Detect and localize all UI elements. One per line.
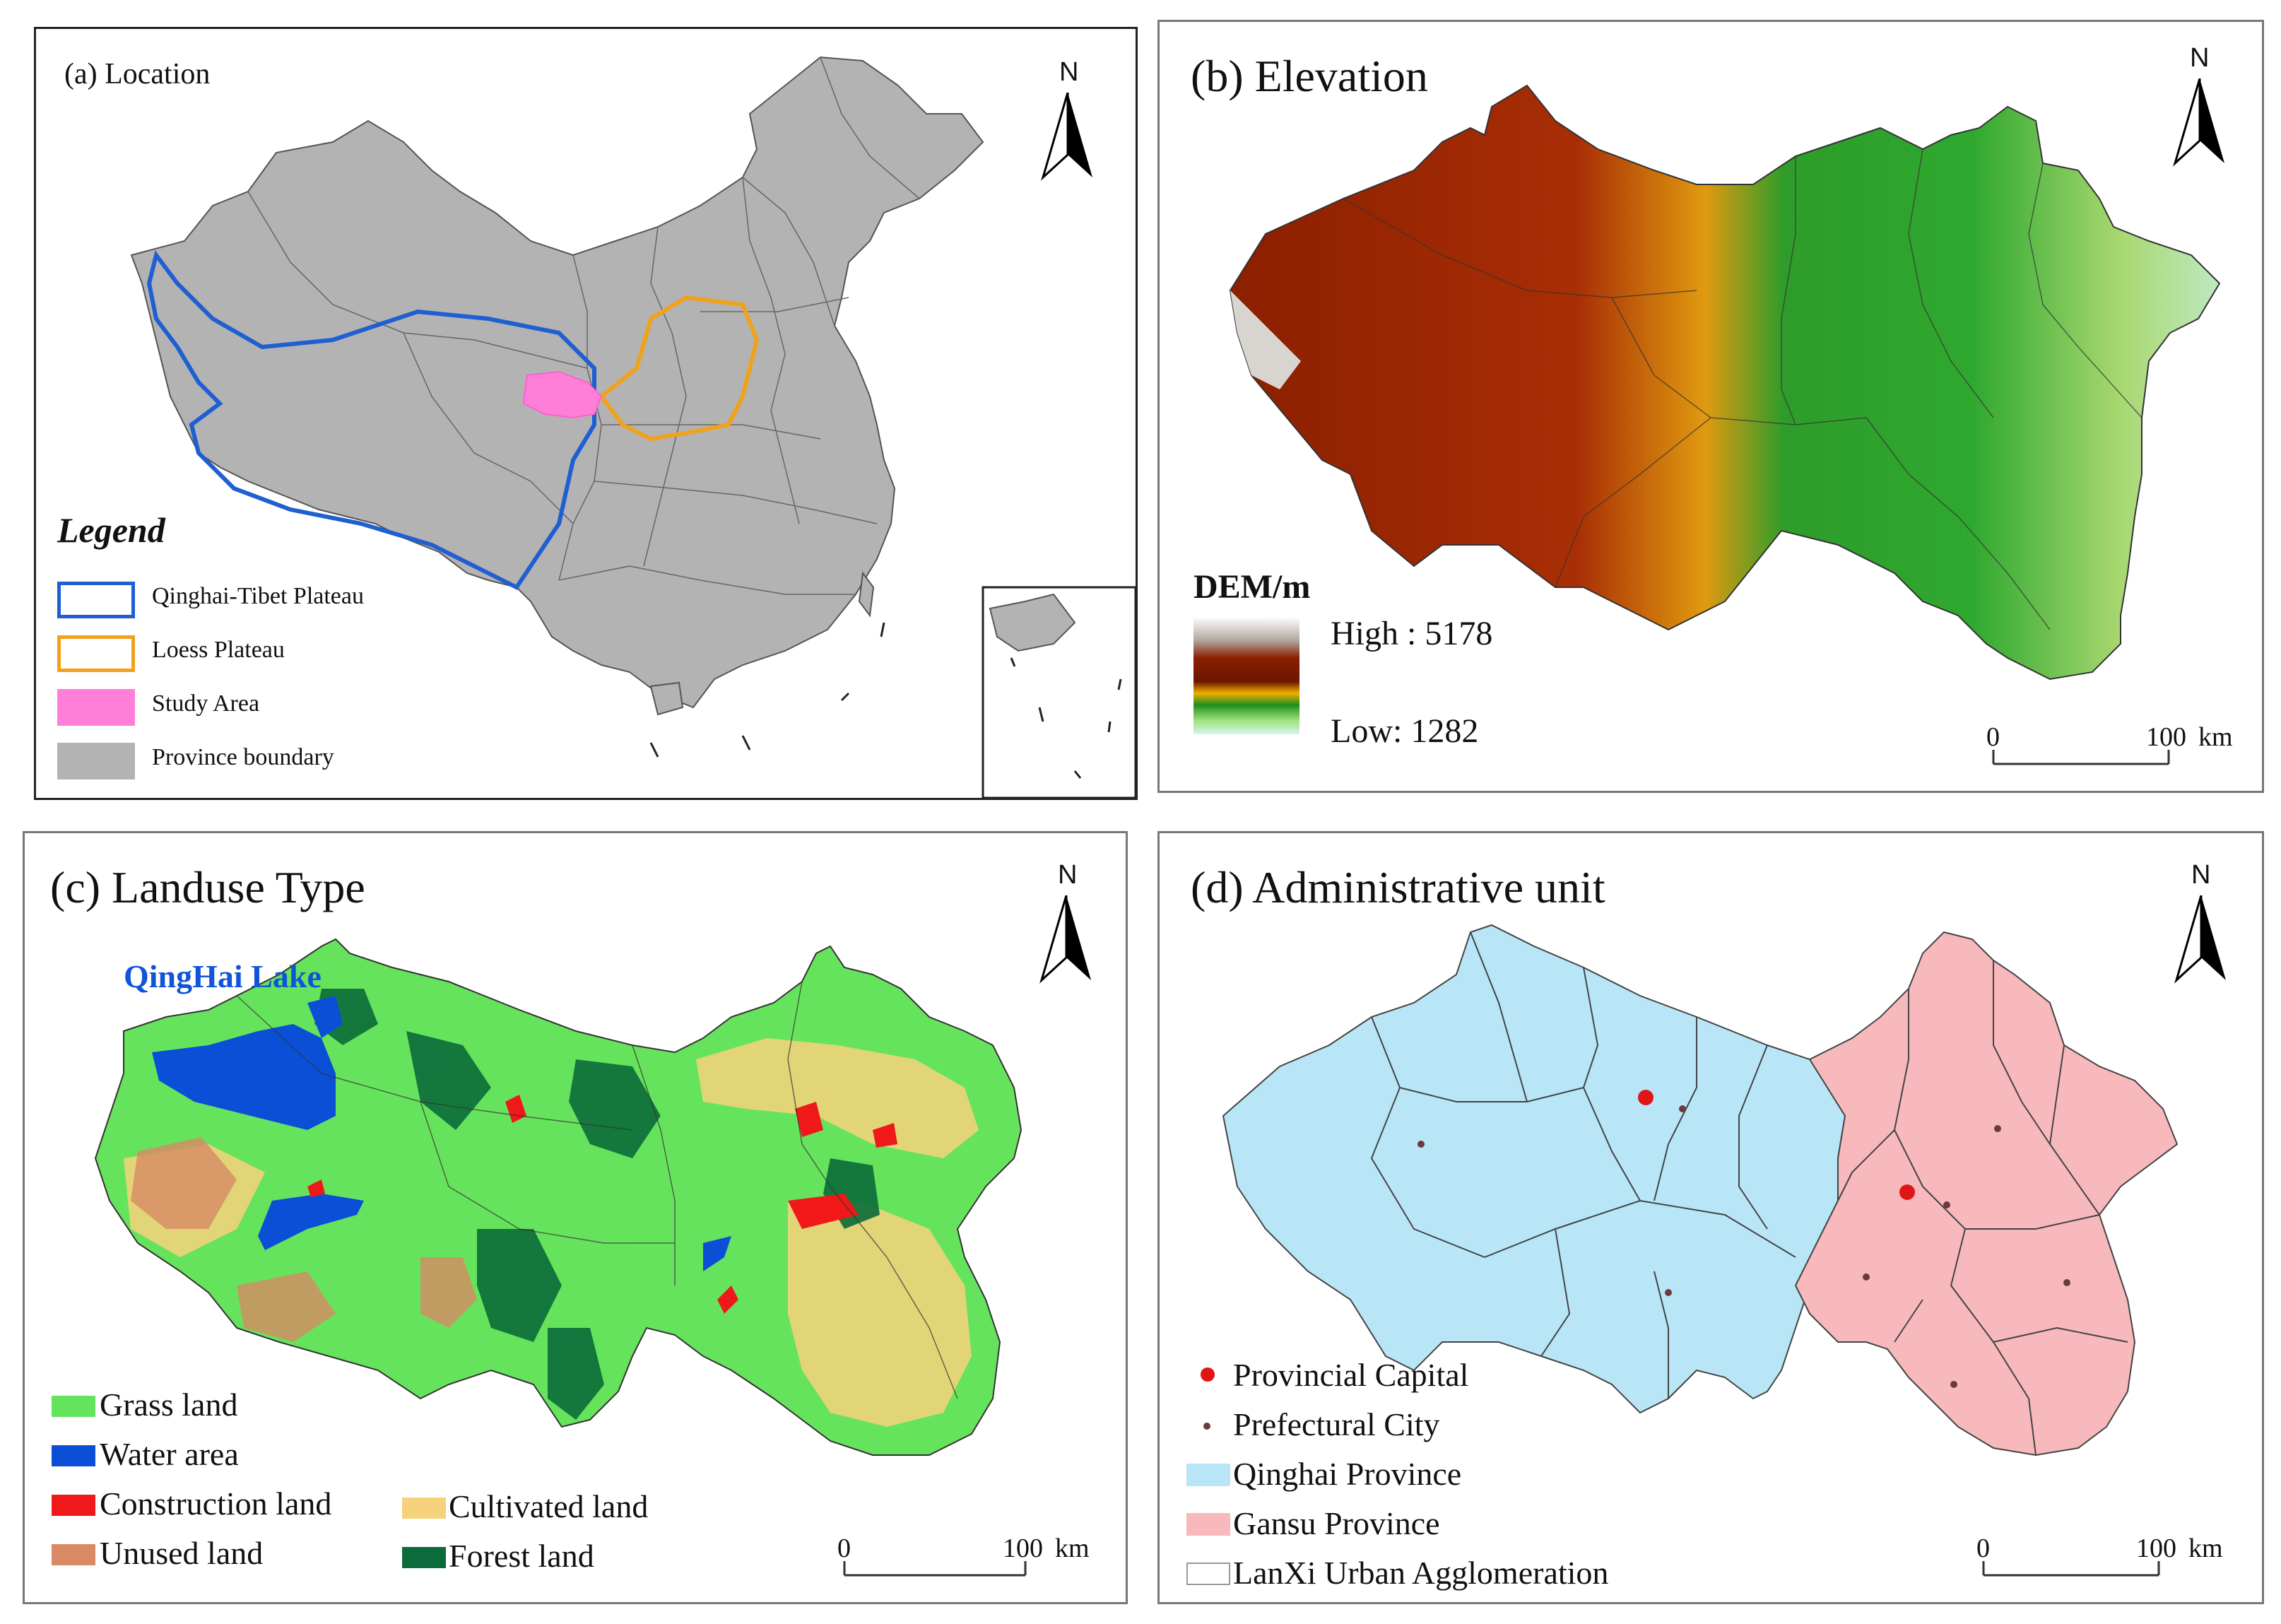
legend-swatch-capital <box>1201 1367 1215 1382</box>
elevation-map <box>1193 84 2221 765</box>
legend-swatch-study <box>57 689 135 726</box>
legend-label-study: Study Area <box>152 690 260 717</box>
county-boundaries <box>1343 148 2143 630</box>
panel-d-title: (d) Administrative unit <box>1191 862 1605 912</box>
legend-label-cultivated: Cultivated land <box>449 1488 649 1524</box>
panel-b-title: (b) Elevation <box>1191 51 1428 101</box>
north-arrow-icon <box>1041 93 1092 181</box>
legend-label-lanxi: LanXi Urban Agglomeration <box>1233 1555 1609 1591</box>
legend-label-qinghai: Qinghai Province <box>1233 1456 1462 1492</box>
legend-title: Legend <box>57 510 165 550</box>
prefectural-city <box>2063 1279 2070 1286</box>
north-label: N <box>1058 860 1078 890</box>
panel-landuse: (c) Landuse Type QingHai Lake N Grass la… <box>23 831 1128 1604</box>
legend-swatch-lanxi <box>1186 1563 1230 1585</box>
legend-swatch-qtp <box>57 582 135 618</box>
panel-elevation: (b) Elevation N DEM/m High : 5178 Low: 1… <box>1157 20 2264 793</box>
provincial-capital-xining <box>1638 1090 1654 1105</box>
north-label: N <box>2191 860 2211 890</box>
prefectural-city <box>1665 1289 1672 1296</box>
legend-label-grass: Grass land <box>100 1387 238 1423</box>
legend-label-capital: Provincial Capital <box>1233 1357 1469 1393</box>
china-map <box>130 56 1136 798</box>
unused-patches <box>131 1137 477 1342</box>
hainan-island <box>649 681 684 716</box>
legend-label-water: Water area <box>100 1436 239 1472</box>
scale-end: 100 <box>2136 1534 2176 1563</box>
legend-label-forest: Forest land <box>449 1538 594 1574</box>
north-arrow-icon <box>1039 895 1091 984</box>
administrative-map <box>1222 924 2179 1577</box>
panel-location: (a) Location N Legend Qinghai-Tibet Plat… <box>34 27 1138 800</box>
prefectural-city <box>1943 1201 1950 1208</box>
scale-unit: km <box>2198 722 2233 752</box>
scale-unit: km <box>2188 1534 2223 1563</box>
loess-plateau-outline <box>598 295 760 442</box>
legend-swatch-grass <box>52 1396 95 1417</box>
legend-label-qtp: Qinghai-Tibet Plateau <box>152 583 364 609</box>
dem-legend-title: DEM/m <box>1193 568 1311 606</box>
provincial-capital-lanzhou <box>1899 1184 1915 1200</box>
dem-legend-bar <box>1193 617 1299 734</box>
north-label: N <box>2190 43 2210 73</box>
legend-label-gansu: Gansu Province <box>1233 1505 1440 1541</box>
north-arrow-icon <box>2173 78 2224 167</box>
legend-swatch-unused <box>52 1544 95 1565</box>
legend-label-loess: Loess Plateau <box>152 637 285 663</box>
study-area-fill <box>522 370 603 419</box>
nine-dash-line-main <box>649 622 885 758</box>
landuse-map <box>94 938 1027 1577</box>
legend-label-province: Province boundary <box>152 744 334 770</box>
elevation-region <box>1229 84 2221 681</box>
scale-bar <box>1992 750 2170 765</box>
legend-swatch-water <box>52 1445 95 1466</box>
prefectural-city <box>1863 1273 1870 1281</box>
scale-end: 100 <box>2146 722 2186 752</box>
prefectural-city <box>1679 1105 1686 1112</box>
scale-zero: 0 <box>1976 1534 1990 1563</box>
scale-zero: 0 <box>837 1534 851 1563</box>
legend-label-construction: Construction land <box>100 1485 332 1522</box>
legend-swatch-forest <box>402 1547 446 1568</box>
county-boundaries <box>236 981 958 1399</box>
legend-swatch-prefectural <box>1203 1423 1210 1430</box>
prefectural-city <box>1417 1141 1425 1148</box>
north-arrow-icon <box>2174 895 2226 984</box>
panel-a-title: (a) Location <box>64 58 211 90</box>
qinghai-lake-label: QingHai Lake <box>124 958 322 994</box>
prefectural-cities <box>1417 1105 2070 1388</box>
prefectural-city <box>1950 1381 1957 1388</box>
north-label: N <box>1059 57 1079 87</box>
qinghai-lake <box>152 1024 336 1130</box>
dem-legend-low: Low: 1282 <box>1331 712 1479 750</box>
nine-dash-line-inset <box>1010 657 1122 779</box>
dem-legend-high: High : 5178 <box>1331 615 1493 652</box>
scale-bar <box>843 1561 1027 1577</box>
scale-zero: 0 <box>1986 722 2000 752</box>
legend-swatch-qinghai <box>1186 1464 1230 1486</box>
scale-unit: km <box>1055 1534 1090 1563</box>
legend-label-prefectural: Prefectural City <box>1233 1406 1440 1442</box>
reservoir <box>258 1194 364 1250</box>
panel-administrative: (d) Administrative unit N Provincial Cap… <box>1157 831 2264 1604</box>
panel-c-title: (c) Landuse Type <box>50 862 365 912</box>
legend-swatch-province <box>57 743 135 779</box>
prefectural-city <box>1994 1125 2001 1132</box>
legend-swatch-construction <box>52 1495 95 1516</box>
scale-end: 100 <box>1003 1534 1043 1563</box>
legend-swatch-loess <box>57 635 135 672</box>
legend-swatch-gansu <box>1186 1513 1230 1536</box>
county-boundaries <box>1370 931 2128 1456</box>
gansu-province-region <box>1794 931 2179 1457</box>
scale-bar <box>1982 1561 2160 1577</box>
taiwan-island <box>858 571 875 618</box>
qinghai-province-region <box>1222 924 1846 1414</box>
province-boundary-lines <box>247 57 920 595</box>
legend-swatch-cultivated <box>402 1498 446 1519</box>
qinghai-tibet-plateau-outline <box>146 250 596 590</box>
legend-label-unused: Unused land <box>100 1535 264 1571</box>
